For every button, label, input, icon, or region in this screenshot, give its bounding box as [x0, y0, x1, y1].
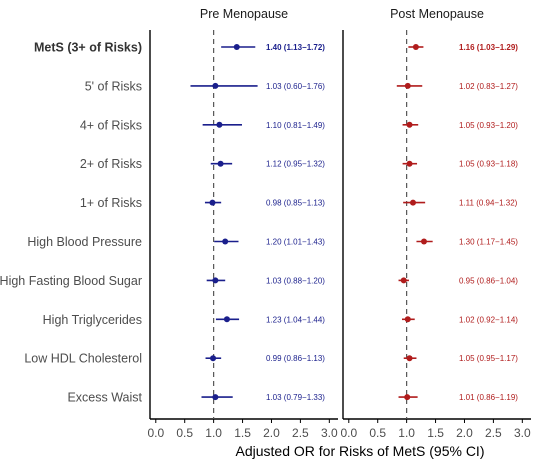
or-point [420, 238, 427, 245]
or-point [212, 394, 219, 401]
panel-title: Post Menopause [390, 7, 484, 21]
x-tick-label: 1.5 [427, 426, 444, 440]
or-point [210, 355, 217, 362]
x-tick-label: 1.5 [234, 426, 251, 440]
or-ci-label: 1.12 (0.95−1.32) [266, 160, 325, 169]
row-label: 1+ of Risks [80, 196, 142, 210]
or-ci-label: 1.10 (0.81−1.49) [266, 121, 325, 130]
x-tick-label: 3.0 [321, 426, 338, 440]
or-point [404, 82, 411, 89]
or-ci-label: 1.40 (1.13−1.72) [266, 43, 325, 52]
or-point [223, 316, 230, 323]
or-point [212, 82, 219, 89]
or-point [216, 121, 223, 128]
or-ci-label: 1.02 (0.83−1.27) [459, 82, 518, 91]
row-label: High Triglycerides [43, 313, 142, 327]
x-tick-label: 3.0 [514, 426, 531, 440]
row-label: 2+ of Risks [80, 157, 142, 171]
or-ci-label: 1.05 (0.95−1.17) [459, 354, 518, 363]
or-point [406, 121, 413, 128]
or-ci-label: 1.03 (0.60−1.76) [266, 82, 325, 91]
or-ci-label: 0.98 (0.85−1.13) [266, 199, 325, 208]
row-label: Low HDL Cholesterol [24, 352, 142, 366]
x-tick-label: 2.5 [292, 426, 309, 440]
x-tick-label: 1.0 [398, 426, 415, 440]
or-ci-label: 1.16 (1.03−1.29) [459, 43, 518, 52]
row-label: Excess Waist [67, 391, 142, 405]
or-ci-label: 0.99 (0.86−1.13) [266, 354, 325, 363]
or-ci-label: 1.11 (0.94−1.32) [459, 199, 518, 208]
or-point [406, 160, 413, 167]
or-ci-label: 1.20 (1.01−1.43) [266, 238, 325, 247]
or-point [406, 355, 413, 362]
x-tick-label: 2.5 [485, 426, 502, 440]
or-point [222, 238, 229, 245]
panel-title: Pre Menopause [200, 7, 288, 21]
or-ci-label: 1.02 (0.92−1.14) [459, 315, 518, 324]
x-tick-label: 0.5 [176, 426, 193, 440]
or-point [404, 316, 411, 323]
or-point [400, 277, 407, 284]
or-ci-label: 0.95 (0.86−1.04) [459, 276, 518, 285]
or-ci-label: 1.03 (0.79−1.33) [266, 393, 325, 402]
or-ci-label: 1.05 (0.93−1.20) [459, 121, 518, 130]
or-point [209, 199, 216, 206]
or-point [212, 277, 219, 284]
or-ci-label: 1.01 (0.86−1.19) [459, 393, 518, 402]
x-axis-title: Adjusted OR for Risks of MetS (95% CI) [236, 443, 485, 459]
x-tick-label: 1.0 [205, 426, 222, 440]
x-tick-label: 0.5 [369, 426, 386, 440]
x-tick-label: 2.0 [456, 426, 473, 440]
row-label: High Blood Pressure [27, 235, 142, 249]
or-point [233, 44, 240, 50]
row-label: High Fasting Blood Sugar [0, 274, 142, 288]
row-label: 4+ of Risks [80, 118, 142, 132]
or-point [409, 199, 416, 206]
x-tick-label: 2.0 [263, 426, 280, 440]
or-ci-label: 1.30 (1.17−1.45) [459, 238, 518, 247]
or-ci-label: 1.03 (0.88−1.20) [266, 276, 325, 285]
row-label: MetS (3+ of Risks) [34, 41, 142, 55]
or-ci-label: 1.05 (0.93−1.18) [459, 160, 518, 169]
or-point [404, 394, 411, 401]
x-tick-label: 0.0 [340, 426, 357, 440]
or-ci-label: 1.23 (1.04−1.44) [266, 315, 325, 324]
x-tick-label: 0.0 [147, 426, 164, 440]
row-label: 5' of Risks [85, 79, 142, 93]
or-point [217, 160, 224, 167]
or-point [412, 44, 419, 50]
